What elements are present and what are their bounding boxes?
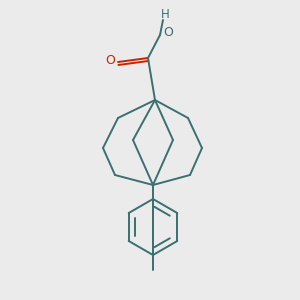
Text: O: O [163,26,173,40]
Text: O: O [105,53,115,67]
Text: H: H [160,8,169,22]
